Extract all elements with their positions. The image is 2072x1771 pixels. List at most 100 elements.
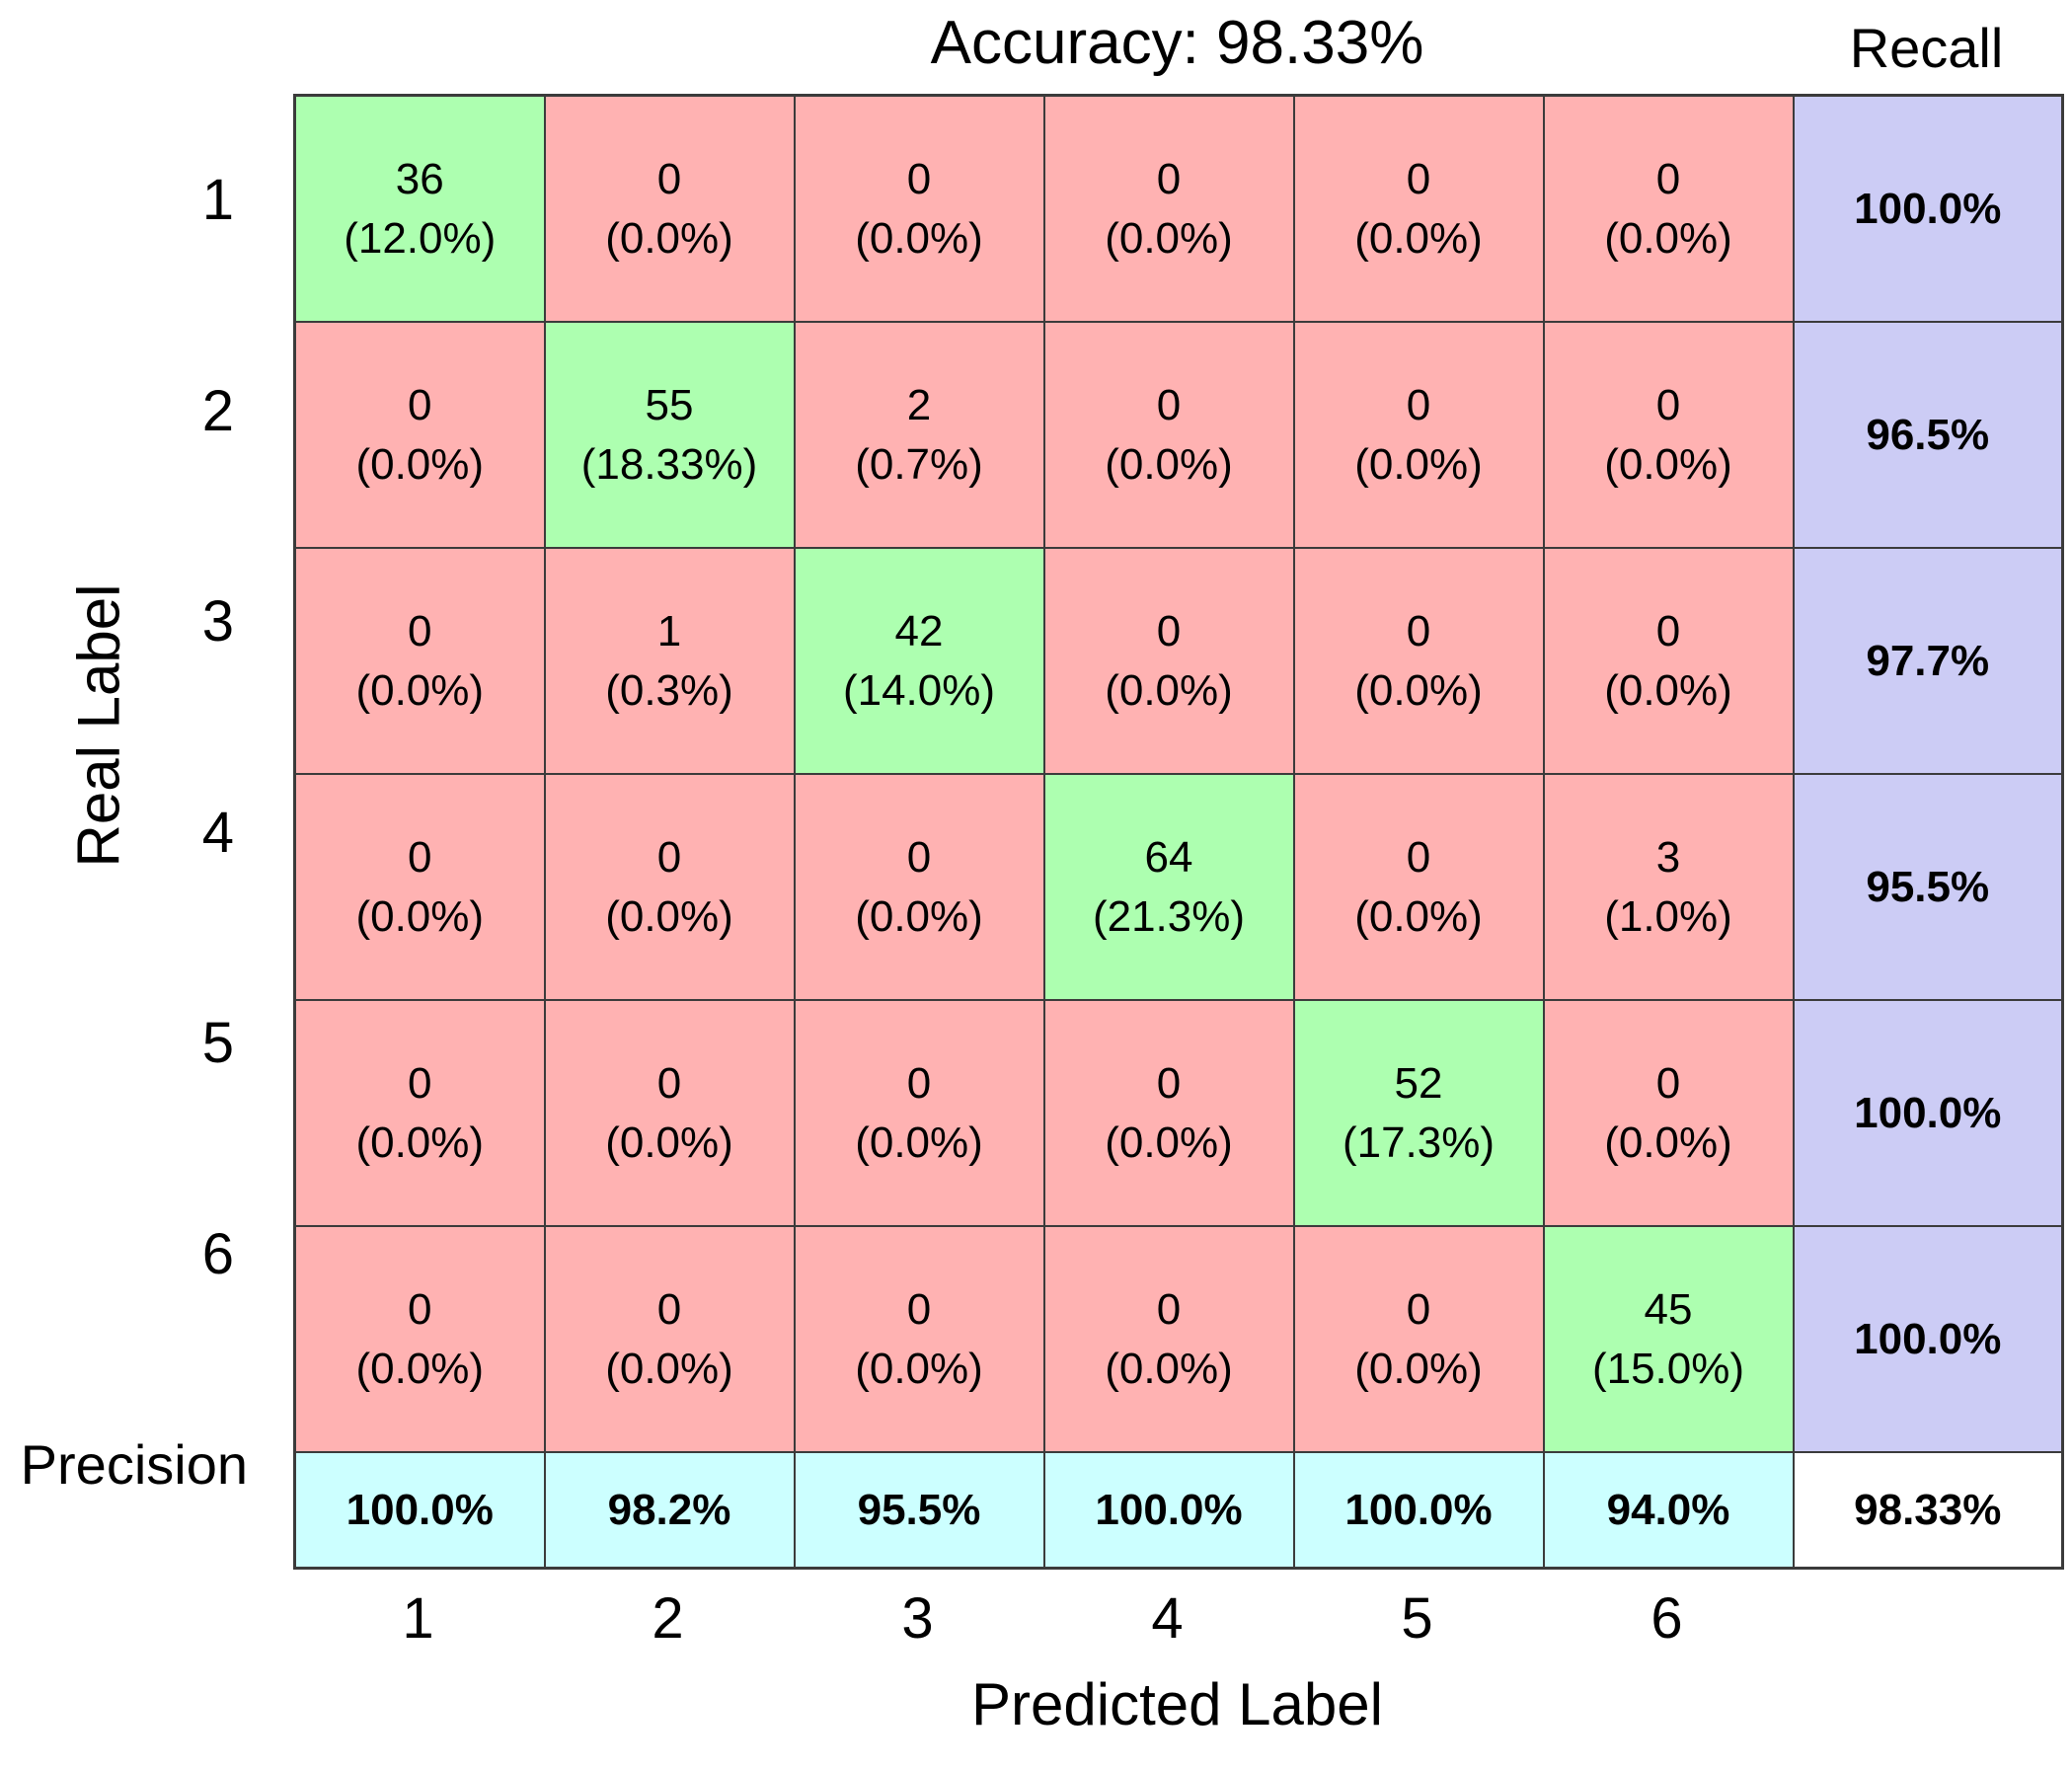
matrix-cell-1-6: 0 (0.0%) — [1542, 94, 1795, 324]
cell-count: 0 — [1655, 1058, 1681, 1108]
matrix-cell-2-5: 0 (0.0%) — [1292, 321, 1545, 550]
cell-pct: (14.0%) — [842, 665, 996, 715]
row-tick-2: 2 — [201, 378, 234, 443]
cell-pct: (0.0%) — [855, 1344, 983, 1393]
recall-cell-1: 100.0% — [1792, 94, 2064, 324]
precision-value: 100.0% — [345, 1485, 494, 1534]
recall-cell-2: 96.5% — [1792, 321, 2064, 550]
cell-count: 0 — [906, 1058, 932, 1108]
cell-count: 45 — [1644, 1284, 1693, 1334]
recall-value: 97.7% — [1866, 636, 1990, 685]
cell-pct: (0.0%) — [1105, 665, 1233, 715]
matrix-cell-5-2: 0 (0.0%) — [543, 999, 796, 1228]
recall-value: 95.5% — [1866, 862, 1990, 911]
cell-count: 0 — [408, 606, 432, 655]
cell-pct: (0.3%) — [605, 665, 733, 715]
matrix-row-5: 0 (0.0%) 0 (0.0%) 0 (0.0%) 0 (0.0%) 52 (17.3%… — [293, 999, 2064, 1228]
overall-accuracy-cell: 98.33% — [1792, 1451, 2064, 1570]
cell-count: 42 — [894, 606, 944, 655]
cell-count: 36 — [395, 154, 444, 203]
cell-count: 0 — [1406, 154, 1431, 203]
cell-count: 0 — [1406, 832, 1431, 882]
matrix-cell-1-2: 0 (0.0%) — [543, 94, 796, 324]
cell-count: 64 — [1144, 832, 1193, 882]
matrix-cell-6-5: 0 (0.0%) — [1292, 1225, 1545, 1454]
matrix-cell-3-3: 42 (14.0%) — [793, 547, 1045, 776]
cell-pct: (0.0%) — [1105, 213, 1233, 263]
matrix-cell-5-6: 0 (0.0%) — [1542, 999, 1795, 1228]
cell-pct: (0.0%) — [1105, 1344, 1233, 1393]
cell-count: 0 — [1156, 606, 1182, 655]
cell-count: 0 — [1655, 380, 1681, 429]
matrix-cell-4-6: 3 (1.0%) — [1542, 773, 1795, 1002]
matrix-cell-2-4: 0 (0.0%) — [1042, 321, 1295, 550]
col-tick-4: 4 — [1151, 1586, 1184, 1651]
cell-pct: (0.0%) — [1604, 213, 1732, 263]
cell-pct: (0.7%) — [855, 439, 983, 489]
cell-count: 0 — [1406, 1284, 1431, 1334]
confusion-matrix-table: 36 (12.0%) 0 (0.0%) 0 (0.0%) 0 (0.0%) 0 (0.0%… — [293, 94, 2064, 1570]
recall-cell-3: 97.7% — [1792, 547, 2064, 776]
cell-count: 3 — [1655, 832, 1681, 882]
matrix-cell-1-5: 0 (0.0%) — [1292, 94, 1545, 324]
matrix-cell-3-1: 0 (0.0%) — [293, 547, 546, 776]
cell-count: 0 — [408, 1284, 432, 1334]
matrix-cell-6-2: 0 (0.0%) — [543, 1225, 796, 1454]
cell-count: 0 — [1156, 380, 1182, 429]
precision-value: 94.0% — [1606, 1485, 1730, 1534]
cell-count: 0 — [1406, 380, 1431, 429]
cell-pct: (18.33%) — [580, 439, 758, 489]
cell-count: 0 — [408, 832, 432, 882]
precision-value: 100.0% — [1344, 1485, 1493, 1534]
cell-pct: (0.0%) — [605, 1344, 733, 1393]
matrix-row-6: 0 (0.0%) 0 (0.0%) 0 (0.0%) 0 (0.0%) 0 (0.0%) … — [293, 1225, 2064, 1454]
cell-count: 0 — [906, 832, 932, 882]
precision-cell-1: 100.0% — [293, 1451, 546, 1570]
matrix-cell-4-4: 64 (21.3%) — [1042, 773, 1295, 1002]
col-tick-3: 3 — [901, 1586, 934, 1651]
cell-count: 0 — [1156, 154, 1182, 203]
cell-count: 0 — [1655, 154, 1681, 203]
precision-value: 100.0% — [1095, 1485, 1243, 1534]
matrix-cell-2-2: 55 (18.33%) — [543, 321, 796, 550]
matrix-cell-5-1: 0 (0.0%) — [293, 999, 546, 1228]
recall-cell-6: 100.0% — [1792, 1225, 2064, 1454]
recall-value: 96.5% — [1866, 410, 1990, 459]
matrix-cell-4-2: 0 (0.0%) — [543, 773, 796, 1002]
cell-count: 1 — [656, 606, 682, 655]
matrix-cell-3-2: 1 (0.3%) — [543, 547, 796, 776]
cell-pct: (21.3%) — [1092, 891, 1246, 941]
cell-count: 0 — [1655, 606, 1681, 655]
col-tick-6: 6 — [1650, 1586, 1683, 1651]
cell-count: 0 — [656, 154, 682, 203]
precision-cell-4: 100.0% — [1042, 1451, 1295, 1570]
matrix-cell-2-6: 0 (0.0%) — [1542, 321, 1795, 550]
cell-pct: (0.0%) — [355, 439, 485, 489]
recall-value: 100.0% — [1854, 1088, 2002, 1137]
row-tick-5: 5 — [201, 1010, 234, 1075]
matrix-cell-1-1: 36 (12.0%) — [293, 94, 546, 324]
cell-pct: (0.0%) — [1604, 1117, 1732, 1167]
cell-pct: (0.0%) — [855, 213, 983, 263]
matrix-cell-2-1: 0 (0.0%) — [293, 321, 546, 550]
cell-pct: (17.3%) — [1342, 1117, 1496, 1167]
matrix-cell-1-4: 0 (0.0%) — [1042, 94, 1295, 324]
cell-count: 55 — [645, 380, 694, 429]
precision-cell-3: 95.5% — [793, 1451, 1045, 1570]
row-tick-1: 1 — [201, 167, 234, 232]
matrix-cell-4-3: 0 (0.0%) — [793, 773, 1045, 1002]
cell-pct: (0.0%) — [1354, 439, 1483, 489]
cell-count: 0 — [1156, 1284, 1182, 1334]
cell-pct: (0.0%) — [355, 891, 485, 941]
col-tick-1: 1 — [402, 1586, 434, 1651]
matrix-cell-6-3: 0 (0.0%) — [793, 1225, 1045, 1454]
row-tick-4: 4 — [201, 800, 234, 865]
row-tick-3: 3 — [201, 588, 234, 654]
matrix-cell-3-6: 0 (0.0%) — [1542, 547, 1795, 776]
chart-title: Accuracy: 98.33% — [930, 9, 1424, 77]
matrix-row-1: 36 (12.0%) 0 (0.0%) 0 (0.0%) 0 (0.0%) 0 (0.0%… — [293, 94, 2064, 324]
matrix-cell-4-5: 0 (0.0%) — [1292, 773, 1545, 1002]
x-axis-label: Predicted Label — [971, 1671, 1383, 1737]
cell-pct: (0.0%) — [1604, 439, 1732, 489]
cell-count: 0 — [906, 154, 932, 203]
